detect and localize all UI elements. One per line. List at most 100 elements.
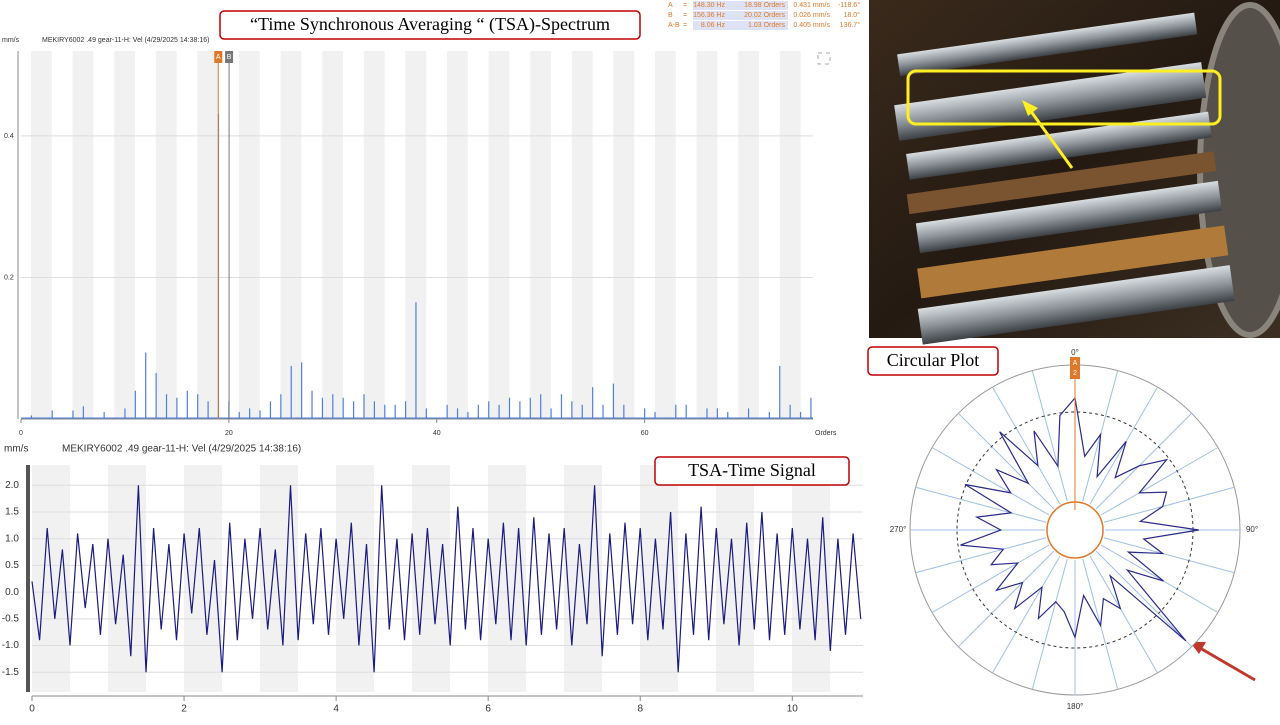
angle-label: 180° bbox=[1067, 702, 1084, 711]
band bbox=[571, 51, 593, 419]
y-tick-label: 1.5 bbox=[5, 507, 19, 518]
spoke bbox=[992, 386, 1061, 505]
cursor-table-cell: = bbox=[683, 12, 687, 19]
cursor-table-cell: 0.431 mm/s bbox=[793, 2, 830, 9]
cursor-table-cell: B bbox=[668, 12, 673, 19]
spoke bbox=[957, 550, 1055, 648]
band bbox=[322, 51, 343, 419]
band bbox=[655, 51, 676, 419]
cell-highlight bbox=[693, 21, 788, 30]
cursor-label: B bbox=[227, 54, 232, 61]
spoke bbox=[1103, 486, 1235, 523]
cursor-table-cell: 8.06 Hz bbox=[701, 22, 726, 29]
spoke bbox=[1095, 550, 1193, 648]
spoke bbox=[957, 412, 1055, 510]
cursor-table-cell: 148.30 Hz bbox=[693, 2, 725, 9]
cursor-label: A bbox=[216, 54, 221, 61]
band bbox=[155, 51, 177, 419]
ref-ring bbox=[956, 411, 1194, 649]
spoke bbox=[1103, 537, 1235, 574]
cursor-table-cell: 18.0° bbox=[844, 11, 861, 19]
chart-title: TSA-Time Signal bbox=[688, 460, 816, 480]
band bbox=[31, 51, 52, 419]
spoke bbox=[931, 544, 1050, 613]
y-tick-label: -1.0 bbox=[2, 640, 20, 651]
cursor-table-cell: 18.98 Orders bbox=[744, 2, 785, 9]
expand-icon bbox=[817, 52, 831, 65]
cursor-flag bbox=[214, 51, 223, 63]
cursor-table-cell: 136.7° bbox=[840, 21, 861, 29]
band bbox=[488, 51, 510, 419]
y-tick-label: 1.0 bbox=[5, 533, 19, 544]
spoke bbox=[931, 447, 1050, 516]
spoke bbox=[992, 555, 1061, 674]
x-tick-label: 8 bbox=[637, 704, 643, 715]
band bbox=[613, 51, 635, 419]
title-box bbox=[867, 346, 999, 376]
band bbox=[72, 51, 94, 419]
gear-photo bbox=[869, 0, 1280, 345]
x-tick-label: 60 bbox=[641, 430, 649, 437]
cursor-flag bbox=[225, 51, 234, 63]
x-axis-label: Orders bbox=[815, 430, 837, 437]
cursor-table-cell: 0.026 mm/s bbox=[793, 12, 830, 19]
band bbox=[738, 51, 759, 419]
cursor-table-cell: 20.02 Orders bbox=[744, 12, 785, 19]
cell-highlight bbox=[693, 1, 788, 10]
charts: 0.2 0.4 0 20 40 60 Orders mm/s MEKIRY6002 .49 ge… bbox=[2, 1, 1258, 715]
spoke bbox=[1031, 558, 1068, 690]
chart-title: Circular Plot bbox=[887, 350, 980, 370]
band bbox=[280, 51, 302, 419]
cursor-table-cell: 1.03 Orders bbox=[748, 22, 785, 29]
band bbox=[530, 51, 551, 419]
y-tick-label: 0.2 bbox=[4, 274, 14, 281]
spoke bbox=[915, 537, 1047, 574]
spoke bbox=[1095, 412, 1193, 510]
cursor-table-cell: A bbox=[668, 2, 673, 9]
y-tick-label: -0.5 bbox=[2, 613, 20, 624]
signal-line bbox=[31, 485, 862, 673]
spoke bbox=[1031, 370, 1068, 502]
spoke bbox=[1089, 555, 1158, 674]
band bbox=[447, 51, 468, 419]
band bbox=[363, 51, 385, 419]
x-tick-label: 20 bbox=[225, 430, 233, 437]
x-tick-label: 0 bbox=[29, 704, 35, 715]
source-label: MEKIRY6002 .49 gear-11-H: Vel (4/29/2025… bbox=[62, 444, 301, 455]
spoke bbox=[1100, 544, 1219, 613]
y-axis-bar bbox=[26, 465, 30, 692]
y-tick-label: 0.4 bbox=[4, 133, 14, 140]
y-tick-label: 0.5 bbox=[5, 560, 19, 571]
band bbox=[239, 51, 260, 419]
band bbox=[260, 465, 298, 692]
angle-label: 270° bbox=[890, 525, 907, 534]
title-box bbox=[654, 456, 850, 486]
angle-label: 0° bbox=[1071, 348, 1079, 357]
cursor-table-cell: = bbox=[683, 2, 687, 9]
unit-label: mm/s bbox=[2, 37, 20, 44]
band bbox=[197, 51, 219, 419]
band bbox=[696, 51, 718, 419]
angle-label: 90° bbox=[1246, 525, 1258, 534]
cursor-label: A bbox=[1073, 360, 1078, 367]
x-tick-label: 2 bbox=[181, 704, 187, 715]
pointer-arrow bbox=[1190, 642, 1256, 682]
cursor-table-cell: -118.6° bbox=[838, 1, 860, 9]
x-tick-label: 10 bbox=[787, 704, 799, 715]
inner-ring bbox=[1046, 501, 1104, 559]
x-tick-label: 40 bbox=[433, 430, 441, 437]
cursor-index: 2 bbox=[1073, 370, 1077, 377]
x-tick-label: 4 bbox=[333, 704, 339, 715]
band bbox=[405, 51, 427, 419]
y-tick-label: 2.0 bbox=[5, 480, 19, 491]
band bbox=[108, 465, 146, 692]
band bbox=[716, 465, 754, 692]
unit-label: mm/s bbox=[4, 444, 28, 455]
y-tick-label: 0.0 bbox=[5, 587, 19, 598]
title-box bbox=[219, 10, 641, 40]
spoke bbox=[1089, 386, 1158, 505]
source-label: MEKIRY6002 .49 gear-11-H: Vel (4/29/2025… bbox=[42, 37, 209, 44]
band bbox=[114, 51, 135, 419]
spoke bbox=[915, 486, 1047, 523]
